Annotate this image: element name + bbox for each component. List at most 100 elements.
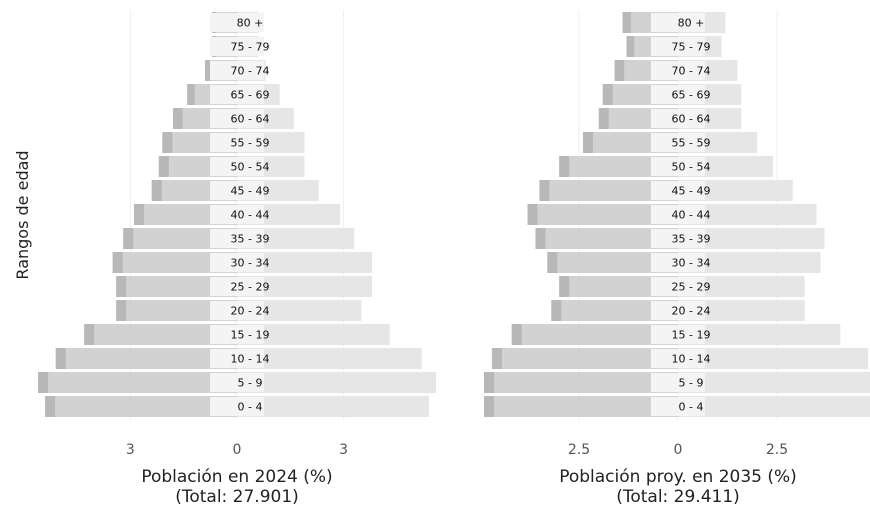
- bar-left-1-2: [55, 348, 238, 369]
- bar-right-2-5: [678, 276, 805, 297]
- bar-left-cap-1-7: [123, 228, 134, 249]
- bar-left-1-1: [38, 372, 237, 393]
- bar-left-1-5: [116, 276, 237, 297]
- bar-right-1-0: [237, 396, 429, 417]
- bar-left-cap-1-3: [84, 324, 95, 345]
- bar-right-2-3: [678, 324, 841, 345]
- age-label-bg-2-11: [651, 133, 705, 152]
- bar-left-2-5: [559, 276, 678, 297]
- age-label-2-10: 50 - 54: [672, 161, 711, 174]
- bar-right-1-7: [237, 228, 355, 249]
- age-label-bg-2-4: [651, 301, 705, 320]
- bar-left-cap-1-13: [187, 84, 195, 105]
- age-label-2-13: 65 - 69: [672, 89, 711, 102]
- bar-left-cap-1-2: [55, 348, 66, 369]
- age-label-bg-2-10: [651, 157, 705, 176]
- age-label-bg-2-2: [651, 349, 705, 368]
- bar-left-2-3: [511, 324, 678, 345]
- bar-right-1-2: [237, 348, 422, 369]
- bar-left-2-8: [527, 204, 678, 225]
- age-label-bg-2-7: [651, 229, 705, 248]
- bar-left-cap-2-7: [535, 228, 546, 249]
- bar-left-cap-2-8: [527, 204, 538, 225]
- bar-left-cap-1-4: [116, 300, 127, 321]
- age-label-1-0: 0 - 4: [238, 401, 263, 414]
- age-label-2-2: 10 - 14: [672, 353, 711, 366]
- age-label-bg-1-8: [210, 205, 264, 224]
- bar-left-1-7: [123, 228, 237, 249]
- bar-left-cap-1-6: [112, 252, 123, 273]
- x-tick-label-2-1: 0: [674, 442, 683, 458]
- age-label-bg-1-14: [210, 61, 264, 80]
- age-label-bg-1-4: [210, 301, 264, 320]
- bar-right-2-7: [678, 228, 825, 249]
- age-label-1-13: 65 - 69: [231, 89, 270, 102]
- age-label-bg-2-1: [651, 373, 705, 392]
- bar-left-2-4: [551, 300, 678, 321]
- age-label-1-1: 5 - 9: [238, 377, 263, 390]
- bar-left-cap-2-13: [602, 84, 613, 105]
- bar-left-cap-2-6: [547, 252, 558, 273]
- age-label-bg-1-13: [210, 85, 264, 104]
- x-tick-label-2-0: 2.5: [568, 442, 590, 458]
- bar-left-2-2: [491, 348, 678, 369]
- bar-left-cap-2-0: [484, 396, 494, 417]
- bar-right-2-9: [678, 180, 793, 201]
- age-label-bg-2-12: [651, 109, 705, 128]
- age-label-1-10: 50 - 54: [231, 161, 270, 174]
- x-axis-title-2: Población proy. en 2035 (%): [559, 467, 797, 487]
- age-label-1-12: 60 - 64: [231, 113, 270, 126]
- bar-left-cap-1-12: [173, 108, 183, 129]
- bar-left-2-1: [484, 372, 678, 393]
- age-label-bg-2-6: [651, 253, 705, 272]
- bar-left-1-4: [116, 300, 237, 321]
- age-label-bg-2-9: [651, 181, 705, 200]
- age-label-2-7: 35 - 39: [672, 233, 711, 246]
- x-axis-total-1: (Total: 27.901): [175, 487, 299, 507]
- bar-left-cap-2-11: [582, 132, 593, 153]
- bar-left-2-0: [484, 396, 678, 417]
- bar-left-1-6: [112, 252, 237, 273]
- age-label-1-4: 20 - 24: [231, 305, 270, 318]
- age-label-bg-1-9: [210, 181, 264, 200]
- age-label-bg-1-3: [210, 325, 264, 344]
- bar-left-cap-1-5: [116, 276, 127, 297]
- age-label-2-14: 70 - 74: [672, 65, 711, 78]
- age-label-2-6: 30 - 34: [672, 257, 711, 270]
- bar-left-1-0: [45, 396, 237, 417]
- bar-left-cap-2-9: [539, 180, 550, 201]
- age-label-1-2: 10 - 14: [231, 353, 270, 366]
- bar-left-cap-2-3: [511, 324, 522, 345]
- bar-left-cap-2-15: [626, 36, 635, 57]
- age-label-bg-2-5: [651, 277, 705, 296]
- age-label-2-15: 75 - 79: [672, 41, 711, 54]
- x-tick-label-1-1: 0: [233, 442, 242, 458]
- age-label-bg-1-12: [210, 109, 264, 128]
- age-label-bg-2-16: [651, 13, 705, 32]
- bar-right-2-2: [678, 348, 869, 369]
- age-label-2-5: 25 - 29: [672, 281, 711, 294]
- age-label-2-1: 5 - 9: [679, 377, 704, 390]
- age-label-1-3: 15 - 19: [231, 329, 270, 342]
- age-label-bg-1-11: [210, 133, 264, 152]
- age-label-1-8: 40 - 44: [231, 209, 270, 222]
- bar-left-cap-1-11: [162, 132, 173, 153]
- age-label-2-16: 80 +: [678, 17, 705, 30]
- age-label-2-0: 0 - 4: [679, 401, 704, 414]
- bar-right-1-3: [237, 324, 390, 345]
- age-label-bg-2-13: [651, 85, 705, 104]
- age-label-bg-1-2: [210, 349, 264, 368]
- age-label-bg-1-7: [210, 229, 264, 248]
- age-label-bg-2-15: [651, 37, 705, 56]
- bar-right-2-4: [678, 300, 805, 321]
- age-label-bg-1-15: [210, 37, 264, 56]
- age-label-bg-1-0: [210, 397, 264, 416]
- age-label-2-9: 45 - 49: [672, 185, 711, 198]
- bar-left-2-9: [539, 180, 678, 201]
- bar-left-cap-2-16: [622, 12, 631, 33]
- age-label-bg-1-10: [210, 157, 264, 176]
- age-label-2-8: 40 - 44: [672, 209, 711, 222]
- bar-left-1-3: [84, 324, 237, 345]
